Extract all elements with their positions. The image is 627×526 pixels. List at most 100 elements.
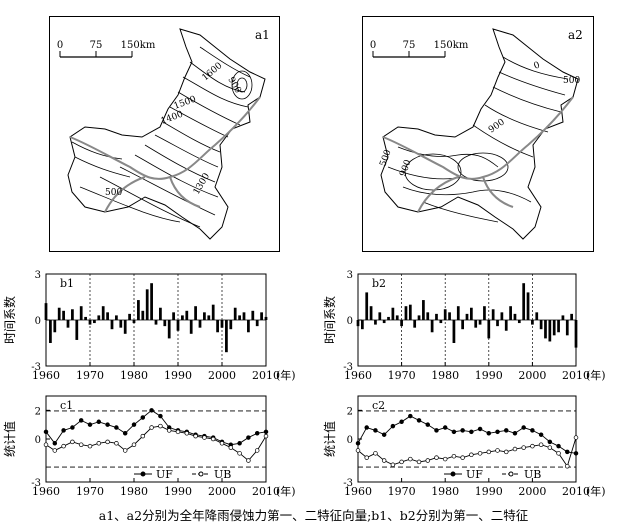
y-tick-label: 2 — [35, 406, 41, 417]
series-point-ub — [175, 429, 181, 435]
bar — [539, 320, 543, 330]
series-point-ub — [52, 448, 58, 453]
panel-label-a1: a1 — [255, 28, 270, 42]
bar — [374, 320, 377, 325]
bar — [150, 283, 153, 320]
bar — [574, 320, 578, 348]
bar — [491, 309, 495, 320]
series-point-uf — [408, 413, 413, 419]
series-point-ub — [521, 445, 526, 450]
bar — [251, 310, 255, 320]
bar — [145, 289, 149, 320]
series-point-uf — [122, 431, 128, 436]
bar — [123, 320, 127, 334]
series-point-uf — [434, 428, 439, 433]
series-point-ub — [512, 446, 518, 452]
bar — [57, 307, 61, 320]
series-point-ub — [460, 455, 465, 460]
bar — [176, 320, 180, 331]
series-point-uf — [381, 432, 387, 437]
x-tick-label: 2010 — [562, 485, 590, 498]
series-point-uf — [530, 428, 535, 433]
legend-marker — [140, 471, 146, 477]
x-tick-label: 1970 — [388, 485, 416, 498]
x-tick-label: 2000 — [208, 369, 236, 382]
x-tick-label: 1960 — [32, 369, 60, 382]
bar — [570, 313, 574, 320]
bar — [408, 304, 412, 320]
bar — [159, 307, 162, 320]
series-point-uf — [96, 419, 102, 425]
bar — [487, 320, 491, 339]
bar — [207, 315, 211, 320]
scale-tick-75: 75 — [90, 40, 103, 51]
x-axis-unit: (年) — [586, 484, 606, 498]
bar — [387, 316, 390, 320]
series-point-uf — [573, 451, 579, 456]
series-point-uf — [43, 429, 49, 435]
panel-label: b1 — [60, 277, 74, 290]
series-point-uf — [158, 413, 163, 419]
bar — [548, 320, 552, 342]
series-point-ub — [547, 445, 553, 450]
panel-label: c1 — [60, 399, 73, 412]
svg-text:500: 500 — [378, 148, 393, 168]
bar — [500, 312, 504, 320]
bar — [97, 315, 101, 320]
series-point-ub — [78, 442, 84, 447]
scale-tick-150: 150km — [434, 40, 469, 51]
series-line-uf — [45, 409, 267, 446]
bar — [522, 283, 526, 320]
bar — [75, 320, 79, 340]
bar — [382, 320, 386, 324]
bar — [517, 320, 521, 324]
bar — [561, 315, 565, 320]
bar — [238, 315, 241, 320]
series-point-uf — [78, 418, 84, 423]
series-point-ub — [538, 442, 544, 447]
series-line-ub — [45, 425, 267, 462]
bar — [483, 306, 486, 320]
series-point-ub — [122, 448, 128, 453]
series-point-uf — [469, 429, 474, 435]
x-tick-label: 1970 — [76, 485, 104, 498]
y-axis-label: 统计值 — [2, 421, 17, 457]
panel-label-a2: a2 — [568, 28, 583, 42]
bar — [356, 320, 360, 327]
series-point-ub — [503, 449, 509, 455]
bar — [172, 312, 175, 320]
bar — [443, 309, 447, 320]
bar — [557, 320, 560, 333]
y-tick-label: -3 — [343, 362, 353, 373]
map-panel-a1: a1 0 75 150km — [49, 16, 280, 252]
x-tick-label: 1980 — [431, 369, 459, 382]
y-tick-label: 0 — [347, 316, 353, 327]
series-point-ub — [573, 435, 579, 440]
y-tick-label: -3 — [31, 478, 41, 489]
legend-label-uf: UF — [156, 468, 173, 481]
series-point-ub — [202, 435, 207, 440]
bar — [88, 320, 92, 325]
bar — [264, 316, 268, 320]
x-tick-label: 2010 — [562, 369, 590, 382]
series-point-ub — [565, 463, 570, 469]
series-point-ub — [246, 458, 251, 463]
series-point-ub — [61, 443, 66, 449]
bar — [154, 320, 158, 325]
series-point-ub — [193, 433, 198, 439]
y-axis-label: 时间系数 — [2, 296, 17, 344]
series-point-uf — [399, 419, 404, 425]
figure-caption: a1、a2分别为全年降雨侵蚀力第一、二特征向量;b1、b2分别为第一、二特征 — [98, 508, 529, 523]
series-point-uf — [355, 441, 361, 446]
x-axis-unit: (年) — [276, 484, 296, 498]
series-point-ub — [451, 453, 457, 459]
svg-text:500: 500 — [105, 188, 122, 198]
series-point-uf — [556, 443, 561, 449]
bar — [71, 309, 74, 320]
bar — [526, 292, 530, 320]
series-point-ub — [43, 442, 49, 447]
series-point-ub — [237, 451, 242, 456]
legend-marker — [508, 471, 514, 477]
bar — [448, 312, 451, 320]
